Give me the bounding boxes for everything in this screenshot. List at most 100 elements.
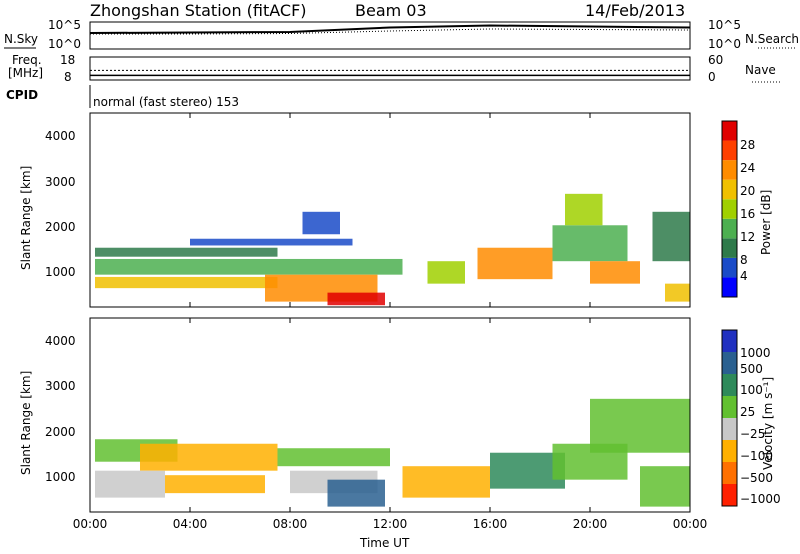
nsky-label: N.Sky	[4, 32, 38, 46]
velocity-cell-7	[402, 466, 490, 498]
power-ytick-4000: 4000	[45, 129, 76, 143]
velocity-colorbar-swatch-6	[722, 352, 737, 374]
nsearch-tick-top: 10^5	[708, 18, 741, 32]
power-colorbar-swatch-2	[722, 238, 737, 258]
vel-cb-tick-neg100: −100	[740, 449, 773, 463]
power-cell-3	[95, 276, 278, 289]
power-cell-11	[590, 261, 640, 284]
velocity-cell-3	[165, 475, 265, 494]
freq-tick-top: 18	[60, 53, 75, 67]
xtick-2400: 00:00	[673, 517, 708, 531]
velocity-ytick-labels: 4000 3000 2000 1000	[45, 334, 76, 484]
power-cell-9	[552, 225, 628, 262]
freq-series	[90, 69, 690, 77]
power-colorbar-frame	[721, 120, 738, 298]
velocity-colorbar-swatch-1	[722, 462, 737, 484]
noise-line-nsky	[89, 24, 691, 34]
power-colorbar-label: Power [dB]	[759, 190, 773, 255]
vel-cb-tick-neg25: −25	[740, 427, 765, 441]
power-colorbar-swatch-7	[722, 140, 737, 161]
vel-ytick-4000: 4000	[45, 334, 76, 348]
power-cell-8	[477, 247, 553, 280]
station-title: Zhongshan Station (fitACF)	[90, 1, 307, 20]
power-cb-tick-12: 12	[740, 230, 755, 244]
power-colorbar-swatch-5	[722, 179, 737, 200]
velocity-cell-11	[640, 466, 690, 507]
velocity-colorbar-frame	[721, 329, 738, 507]
power-colorbar-swatch-0	[722, 277, 737, 297]
power-cell-1	[190, 238, 353, 246]
velocity-ylabel: Slant Range [km]	[19, 371, 33, 475]
nave-tick-bottom: 0	[708, 70, 716, 84]
noise-series	[89, 24, 691, 35]
velocity-colorbar-swatch-5	[722, 374, 737, 396]
noise-panel-frame	[89, 21, 691, 50]
xtick-0800: 08:00	[273, 517, 308, 531]
xtick-2000: 20:00	[573, 517, 608, 531]
nsearch-tick-bottom: 10^0	[708, 37, 741, 51]
nave-tick-top: 60	[708, 53, 723, 67]
cpid-mode: normal (fast stereo) 153	[93, 95, 239, 109]
power-cell-5	[327, 292, 385, 306]
beam-title: Beam 03	[355, 1, 427, 20]
nsky-tick-top: 10^5	[48, 18, 81, 32]
vel-cb-tick-neg1000: −1000	[740, 492, 781, 506]
power-ylabel: Slant Range [km]	[19, 166, 33, 270]
power-cb-tick-24: 24	[740, 161, 755, 175]
velocity-cell-1	[140, 443, 278, 471]
velocity-colorbar-swatch-4	[722, 396, 737, 418]
power-heatmap	[95, 193, 690, 306]
vel-cb-tick-100: 100	[740, 383, 763, 397]
power-cb-tick-4: 4	[740, 269, 748, 283]
vel-cb-tick-500: 500	[740, 362, 763, 376]
velocity-cell-10	[590, 398, 690, 453]
velocity-colorbar-label: Velocity [m s⁻¹]	[761, 377, 775, 470]
x-tick-labels: 00:00 04:00 08:00 12:00 16:00 20:00 00:0…	[73, 517, 708, 531]
power-cell-13	[665, 283, 690, 302]
power-colorbar-swatch-3	[722, 218, 737, 239]
vel-ytick-1000: 1000	[45, 470, 76, 484]
x-axis-label: Time UT	[359, 536, 410, 550]
velocity-heatmap	[95, 398, 690, 507]
xtick-1200: 12:00	[373, 517, 408, 531]
freq-tick-bottom: 8	[64, 70, 72, 84]
freq-label-2: [MHz]	[8, 66, 43, 80]
velocity-colorbar-swatch-0	[722, 484, 737, 506]
power-cell-0	[95, 247, 278, 257]
power-colorbar-swatch-8	[722, 121, 737, 141]
power-colorbar-swatch-4	[722, 199, 737, 219]
freq-label-1: Freq.	[12, 53, 42, 67]
velocity-colorbar-swatch-7	[722, 330, 737, 352]
nave-label: Nave	[745, 63, 776, 77]
velocity-colorbar-swatch-2	[722, 440, 737, 462]
nsearch-label: N.Search	[745, 32, 799, 46]
power-cell-7	[427, 261, 465, 284]
date-title: 14/Feb/2013	[585, 1, 685, 20]
power-cb-tick-28: 28	[740, 138, 755, 152]
vel-ytick-2000: 2000	[45, 425, 76, 439]
velocity-cell-2	[95, 470, 165, 498]
power-cb-tick-16: 16	[740, 207, 755, 221]
power-cb-tick-8: 8	[740, 253, 748, 267]
vel-cb-tick-1000: 1000	[740, 346, 771, 360]
velocity-colorbar-swatch-3	[722, 418, 737, 440]
xtick-1600: 16:00	[473, 517, 508, 531]
power-cell-6	[302, 211, 340, 235]
power-colorbar-swatch-6	[722, 160, 737, 180]
xtick-0400: 04:00	[173, 517, 208, 531]
velocity-colorbar-ticks: 1000 500 100 25 −25 −100 −500 −1000	[740, 346, 781, 506]
velocity-cell-4	[277, 448, 390, 467]
vel-cb-tick-neg500: −500	[740, 471, 773, 485]
power-cell-12	[652, 211, 690, 262]
power-ytick-3000: 3000	[45, 175, 76, 189]
power-cb-tick-20: 20	[740, 184, 755, 198]
cpid-label: CPID	[6, 88, 38, 102]
xtick-0000: 00:00	[73, 517, 108, 531]
power-cell-2	[95, 258, 403, 275]
power-ytick-1000: 1000	[45, 265, 76, 279]
power-colorbar	[722, 121, 737, 297]
x-tick-marks	[89, 113, 691, 512]
vel-cb-tick-25: 25	[740, 405, 755, 419]
power-colorbar-ticks: 28 24 20 16 12 8 4	[740, 138, 755, 283]
